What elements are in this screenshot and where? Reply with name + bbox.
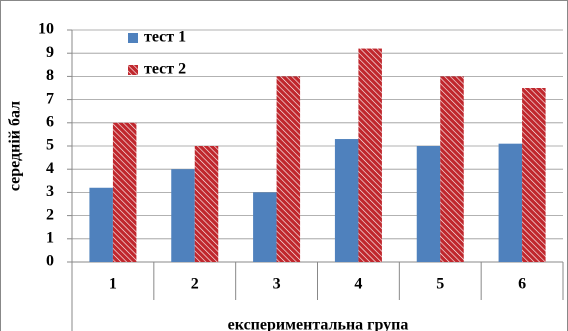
bar	[522, 88, 546, 262]
legend-label: тест 2	[144, 61, 186, 78]
bar	[171, 169, 195, 262]
bar	[194, 146, 219, 262]
x-tick-label: 2	[191, 276, 199, 293]
bar	[89, 187, 113, 262]
y-tick-label: 2	[46, 206, 54, 223]
x-tick-label: 1	[109, 276, 117, 293]
x-tick-label: 6	[518, 276, 526, 293]
y-tick-label: 5	[46, 137, 54, 154]
y-tick-label: 9	[46, 44, 54, 61]
y-tick-label: 7	[46, 90, 54, 107]
bar	[253, 192, 277, 262]
bar	[334, 139, 359, 262]
bar	[440, 76, 464, 263]
y-tick-label: 0	[46, 253, 54, 270]
bar	[416, 146, 441, 262]
bar	[358, 48, 382, 263]
legend-swatch	[128, 65, 138, 75]
bar	[498, 143, 523, 262]
y-axis-label: середній бал	[7, 101, 24, 191]
bar	[276, 76, 301, 263]
legend-swatch	[128, 33, 138, 43]
bar	[112, 122, 137, 262]
y-tick-label: 3	[46, 183, 54, 200]
x-tick-label: 4	[354, 276, 362, 293]
legend-label: тест 1	[144, 29, 186, 46]
y-tick-label: 4	[46, 160, 54, 177]
y-tick-label: 10	[38, 21, 54, 38]
x-tick-label: 3	[273, 276, 281, 293]
x-axis-label: експериментальна група	[228, 317, 409, 331]
y-tick-label: 8	[46, 67, 54, 84]
y-tick-label: 1	[46, 229, 54, 246]
x-tick-label: 5	[436, 276, 444, 293]
y-tick-label: 6	[46, 113, 54, 130]
